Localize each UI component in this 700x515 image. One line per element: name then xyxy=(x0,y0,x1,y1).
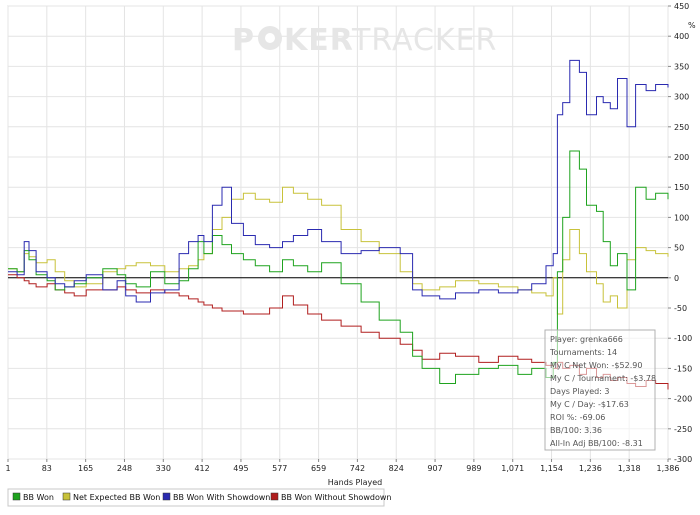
x-tick-label: 1,071 xyxy=(501,464,524,473)
watermark-part1: P xyxy=(232,23,255,58)
x-tick-label: 824 xyxy=(389,464,404,473)
y-tick-label: -200 xyxy=(674,395,692,404)
legend-swatch-net-expected xyxy=(62,492,71,501)
stat-player: Player: grenka666 xyxy=(550,335,623,344)
watermark-part3: TRACKER xyxy=(351,23,497,58)
x-tick-label: 989 xyxy=(466,464,481,473)
y-tick-label: 0 xyxy=(674,274,679,283)
y-tick-labels: 450 400 350 300 250 200 150 100 50 0 -50 -100 -150 -2… xyxy=(668,2,692,464)
x-tick-label: 412 xyxy=(194,464,209,473)
y-tick-label: 350 xyxy=(674,62,689,71)
y-tick-label: 100 xyxy=(674,213,689,222)
x-tick-label: 83 xyxy=(42,464,52,473)
stat-per-tournament: My C / Tournament: -$3.78 xyxy=(550,374,656,383)
y-tick-label: -300 xyxy=(674,455,692,464)
x-tick-label: 248 xyxy=(117,464,132,473)
legend-item-with-showdown[interactable]: BB Won With Showdown xyxy=(162,492,270,502)
y-tick-label: 150 xyxy=(674,183,689,192)
x-tick-label: 1,386 xyxy=(657,464,680,473)
y-unit-label: % xyxy=(688,21,696,30)
x-tick-label: 907 xyxy=(427,464,442,473)
x-tick-label: 577 xyxy=(272,464,287,473)
legend-label-net-expected: Net Expected BB Won xyxy=(73,493,160,502)
stat-allin-adj: All-In Adj BB/100: -8.31 xyxy=(550,439,643,448)
x-axis-label: Hands Played xyxy=(328,478,382,487)
y-tick-label: 250 xyxy=(674,123,689,132)
legend-item-net-expected[interactable]: Net Expected BB Won xyxy=(62,492,160,502)
spade-logo-icon xyxy=(258,26,282,50)
series-line-bb-won-with-showdown xyxy=(8,59,669,303)
y-tick-label: 200 xyxy=(674,153,689,162)
x-gridlines xyxy=(7,6,669,459)
legend-swatch-with-showdown xyxy=(162,492,171,501)
y-tick-label: -250 xyxy=(674,425,692,434)
stat-net-won: My C Net Won: -$52.90 xyxy=(550,361,642,370)
x-tick-label: 165 xyxy=(78,464,93,473)
pokertracker-watermark: P KER TRACKER xyxy=(232,23,497,58)
y-tick-label: 300 xyxy=(674,93,689,102)
legend-label-without-showdown: BB Won Without Showdown xyxy=(281,493,391,502)
x-tick-labels: 1 83 165 248 330 412 495 577 659 742 824 907 989 1,07… xyxy=(5,459,679,473)
y-tick-label: 400 xyxy=(674,32,689,41)
x-tick-label: 1,154 xyxy=(540,464,563,473)
legend-swatch-without-showdown xyxy=(270,492,279,501)
stat-tournaments: Tournaments: 14 xyxy=(549,348,617,357)
stat-roi: ROI %: -69.06 xyxy=(550,413,605,422)
watermark-part2: KER xyxy=(284,23,354,58)
stat-bb100: BB/100: 3.36 xyxy=(550,426,602,435)
stat-days-played: Days Played: 3 xyxy=(550,387,610,396)
y-tick-label: 450 xyxy=(674,2,689,11)
x-tick-label: 1 xyxy=(5,464,10,473)
x-tick-label: 1,236 xyxy=(579,464,602,473)
x-tick-label: 742 xyxy=(350,464,365,473)
legend-item-bb-won[interactable]: BB Won xyxy=(12,492,54,502)
x-tick-label: 1,318 xyxy=(618,464,641,473)
x-tick-label: 495 xyxy=(233,464,248,473)
y-tick-label: -50 xyxy=(674,304,687,313)
stats-box: Player: grenka666 Tournaments: 14 My C N… xyxy=(544,329,656,451)
x-tick-label: 330 xyxy=(156,464,171,473)
y-tick-label: -100 xyxy=(674,334,692,343)
legend-label-bb-won: BB Won xyxy=(23,493,54,502)
y-tick-label: -150 xyxy=(674,364,692,373)
legend-label-with-showdown: BB Won With Showdown xyxy=(173,493,270,502)
x-tick-label: 659 xyxy=(311,464,326,473)
stat-per-day: My C / Day: -$17.63 xyxy=(550,400,629,409)
legend-swatch-bb-won xyxy=(12,492,21,501)
legend: BB Won Net Expected BB Won BB Won With S… xyxy=(7,488,391,507)
y-tick-label: 50 xyxy=(674,244,684,253)
legend-item-without-showdown[interactable]: BB Won Without Showdown xyxy=(270,492,391,502)
